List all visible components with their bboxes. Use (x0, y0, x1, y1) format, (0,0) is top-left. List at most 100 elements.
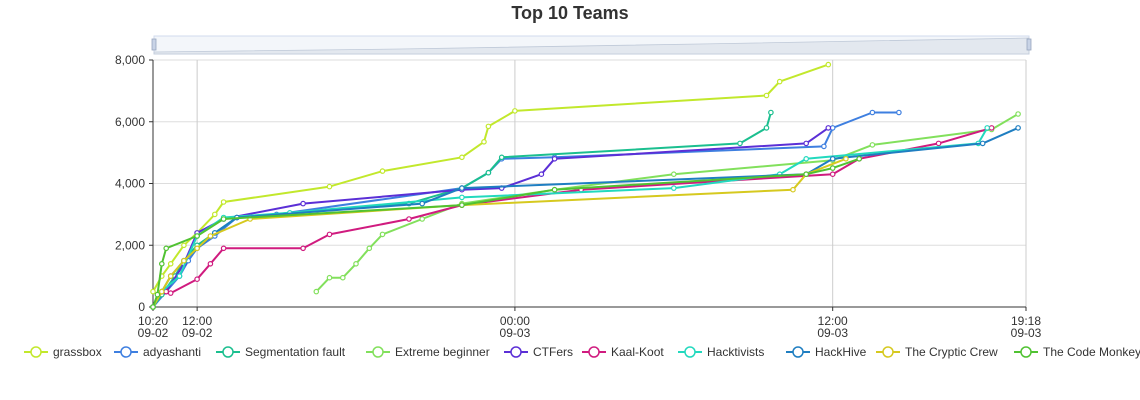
data-point-kaal-koot[interactable] (167, 290, 174, 296)
data-point-adyashanti[interactable] (821, 143, 827, 150)
data-point-kaal-koot[interactable] (935, 140, 942, 147)
data-point-grassbox[interactable] (326, 183, 333, 190)
data-point-the-cryptic-crew[interactable] (207, 233, 214, 239)
data-point-kaal-koot[interactable] (829, 171, 836, 178)
legend-item-extreme-beginner[interactable]: Extreme beginner (366, 345, 490, 359)
data-point-the-cryptic-crew[interactable] (181, 257, 187, 264)
legend-item-ctfers[interactable]: CTFers (504, 345, 573, 359)
data-point-extreme-beginner[interactable] (353, 260, 359, 267)
data-point-hacktivists[interactable] (803, 156, 810, 162)
data-point-hackhive[interactable] (419, 200, 426, 207)
data-point-adyashanti[interactable] (829, 125, 836, 131)
data-point-ctfers[interactable] (551, 156, 558, 162)
data-point-hacktivists[interactable] (176, 273, 183, 279)
data-point-the-code-monkeys[interactable] (159, 260, 165, 267)
data-point-the-code-monkeys[interactable] (459, 202, 465, 208)
data-point-the-code-monkeys[interactable] (194, 233, 200, 239)
data-point-adyashanti[interactable] (896, 109, 902, 116)
data-point-the-code-monkeys[interactable] (551, 186, 558, 193)
legend-circle-icon (30, 346, 42, 358)
data-point-grassbox[interactable] (485, 123, 492, 130)
legend-item-adyashanti[interactable]: adyashanti (114, 345, 201, 359)
data-point-extreme-beginner[interactable] (419, 216, 426, 222)
data-point-segmentation-fault[interactable] (737, 140, 743, 147)
data-point-extreme-beginner[interactable] (869, 142, 876, 148)
data-point-the-code-monkeys[interactable] (829, 165, 836, 171)
data-point-kaal-koot[interactable] (300, 245, 306, 252)
data-point-ctfers[interactable] (803, 140, 810, 147)
data-point-adyashanti[interactable] (869, 109, 876, 116)
data-point-the-cryptic-crew[interactable] (194, 245, 200, 252)
data-point-segmentation-fault[interactable] (498, 154, 505, 161)
datazoom-slider[interactable] (151, 35, 1032, 55)
data-point-kaal-koot[interactable] (220, 245, 227, 252)
data-point-grassbox[interactable] (512, 108, 518, 114)
data-point-grassbox[interactable] (181, 242, 187, 249)
data-point-hacktivists[interactable] (984, 125, 991, 131)
legend-item-the-cryptic-crew[interactable]: The Cryptic Crew (876, 345, 998, 359)
data-point-the-code-monkeys[interactable] (220, 216, 227, 222)
data-point-the-cryptic-crew[interactable] (790, 186, 796, 193)
data-point-grassbox[interactable] (150, 288, 156, 295)
data-point-segmentation-fault[interactable] (763, 125, 770, 131)
datazoom-left-handle[interactable] (151, 38, 157, 51)
legend-circle-icon (372, 346, 384, 358)
data-point-the-code-monkeys[interactable] (163, 245, 170, 252)
data-point-segmentation-fault[interactable] (768, 109, 774, 116)
legend-label: CTFers (533, 345, 573, 359)
legend-item-segmentation-fault[interactable]: Segmentation fault (216, 345, 346, 359)
data-point-kaal-koot[interactable] (988, 125, 995, 131)
data-point-hackhive[interactable] (979, 140, 986, 147)
data-point-extreme-beginner[interactable] (379, 231, 386, 238)
data-point-the-code-monkeys[interactable] (856, 156, 863, 162)
data-point-the-cryptic-crew[interactable] (843, 156, 849, 162)
legend-item-grassbox[interactable]: grassbox (24, 345, 102, 359)
legend-label: Extreme beginner (395, 345, 490, 359)
data-point-the-cryptic-crew[interactable] (159, 288, 165, 295)
datazoom-right-handle[interactable] (1026, 38, 1032, 51)
legend-item-kaal-koot[interactable]: Kaal-Koot (582, 345, 664, 359)
data-point-hacktivists[interactable] (459, 194, 465, 201)
data-point-grassbox[interactable] (212, 211, 218, 218)
data-point-kaal-koot[interactable] (406, 216, 412, 222)
data-point-grassbox[interactable] (167, 260, 174, 267)
data-point-grassbox[interactable] (220, 199, 227, 205)
data-point-kaal-koot[interactable] (326, 231, 333, 238)
data-point-extreme-beginner[interactable] (366, 245, 373, 252)
data-point-the-cryptic-crew[interactable] (167, 273, 174, 279)
data-point-segmentation-fault[interactable] (485, 169, 492, 176)
data-point-grassbox[interactable] (481, 139, 487, 145)
data-point-the-code-monkeys[interactable] (803, 171, 810, 178)
data-point-hackhive[interactable] (459, 185, 465, 191)
data-point-grassbox[interactable] (379, 168, 386, 174)
data-point-extreme-beginner[interactable] (670, 171, 677, 178)
data-point-kaal-koot[interactable] (207, 260, 214, 267)
data-point-grassbox[interactable] (776, 78, 783, 85)
series-line-adyashanti (152, 111, 899, 308)
legend-item-hackhive[interactable]: HackHive (786, 345, 867, 359)
data-point-kaal-koot[interactable] (194, 276, 200, 283)
data-point-hackhive[interactable] (1015, 125, 1021, 131)
x-tick-label-time: 12:00 (818, 314, 848, 328)
data-point-extreme-beginner[interactable] (1015, 111, 1021, 117)
legend-circle-icon (588, 346, 600, 358)
data-point-grassbox[interactable] (459, 154, 465, 161)
data-point-the-code-monkeys[interactable] (154, 291, 161, 298)
y-tick-label: 4,000 (115, 177, 145, 191)
data-point-hacktivists[interactable] (670, 185, 677, 191)
data-point-extreme-beginner[interactable] (339, 274, 346, 281)
legend-item-the-code-monkeys[interactable]: The Code Monkeys (1014, 345, 1140, 359)
data-point-ctfers[interactable] (825, 125, 832, 131)
legend-label: Segmentation fault (245, 345, 346, 359)
data-point-grassbox[interactable] (763, 92, 770, 99)
legend-item-hacktivists[interactable]: Hacktivists (678, 345, 764, 359)
data-point-extreme-beginner[interactable] (326, 274, 333, 281)
data-point-the-code-monkeys[interactable] (150, 304, 156, 310)
data-point-grassbox[interactable] (825, 61, 832, 68)
data-point-extreme-beginner[interactable] (313, 288, 320, 295)
data-point-hackhive[interactable] (829, 156, 836, 162)
series-line-ctfers (165, 127, 829, 293)
data-point-ctfers[interactable] (300, 200, 306, 207)
data-point-ctfers[interactable] (538, 171, 545, 178)
legend-label: grassbox (53, 345, 102, 359)
